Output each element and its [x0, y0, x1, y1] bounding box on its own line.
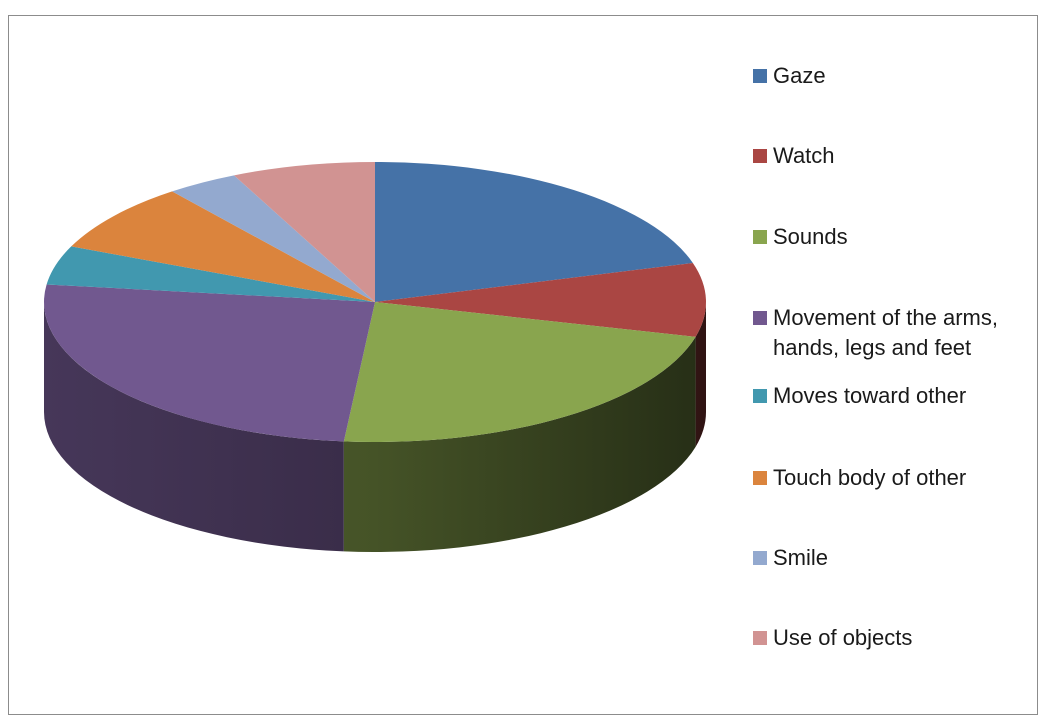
legend-label-movement-line2: hands, legs and feet	[773, 335, 972, 360]
legend-label-moves-toward-other: Moves toward other	[773, 383, 967, 408]
pie-slice-movement-of-the-arms-hands-legs-and-feet	[44, 284, 376, 442]
legend-item-moves-toward-other: Moves toward other	[753, 383, 967, 411]
legend-swatch-use-of-objects	[753, 631, 767, 645]
pie-slices	[44, 162, 706, 442]
legend-label-watch: Watch	[773, 143, 835, 168]
legend-item-smile: Smile	[753, 545, 829, 573]
pie-slice-sounds	[343, 302, 696, 442]
pie-slice-watch	[375, 262, 706, 337]
legend-item-movement: Movement of the arms, hands, legs and fe…	[753, 303, 998, 363]
legend-item-use-of-objects: Use of objects	[753, 625, 913, 653]
pie-slice-gaze	[375, 162, 693, 302]
legend-swatch-sounds	[753, 230, 767, 244]
legend-swatch-moves-toward-other	[753, 389, 767, 403]
pie-side-movement-of-the-arms-hands-legs-and-feet	[44, 302, 344, 552]
pie-slice-use-of-objects	[234, 162, 375, 302]
legend-swatch-movement	[753, 311, 767, 325]
pie-slice-moves-toward-other	[46, 246, 375, 302]
legend-item-gaze: Gaze	[753, 63, 826, 91]
legend-label-movement-line1: Movement of the arms,	[773, 305, 998, 330]
legend-label-touch-body: Touch body of other	[773, 465, 967, 490]
pie-side-sounds	[343, 336, 696, 552]
legend-item-touch-body: Touch body of other	[753, 465, 967, 493]
legend-label-gaze: Gaze	[773, 63, 826, 88]
legend-swatch-touch-body	[753, 471, 767, 485]
pie-side-watch	[695, 302, 706, 447]
legend-item-sounds: Sounds	[753, 224, 848, 252]
legend-swatch-smile	[753, 551, 767, 565]
pie-side-walls	[44, 302, 706, 552]
pie-slice-smile	[172, 175, 375, 302]
legend-item-watch: Watch	[753, 143, 835, 171]
legend-swatch-watch	[753, 149, 767, 163]
legend-label-use-of-objects: Use of objects	[773, 625, 913, 650]
legend-label-sounds: Sounds	[773, 224, 848, 249]
legend-label-movement: Movement of the arms, hands, legs and fe…	[773, 303, 998, 363]
pie-slice-touch-body-of-other	[71, 191, 376, 302]
legend-label-smile: Smile	[773, 545, 829, 570]
legend-swatch-gaze	[753, 69, 767, 83]
legend: Gaze Watch Sounds Movement of the arms, …	[753, 0, 1043, 720]
